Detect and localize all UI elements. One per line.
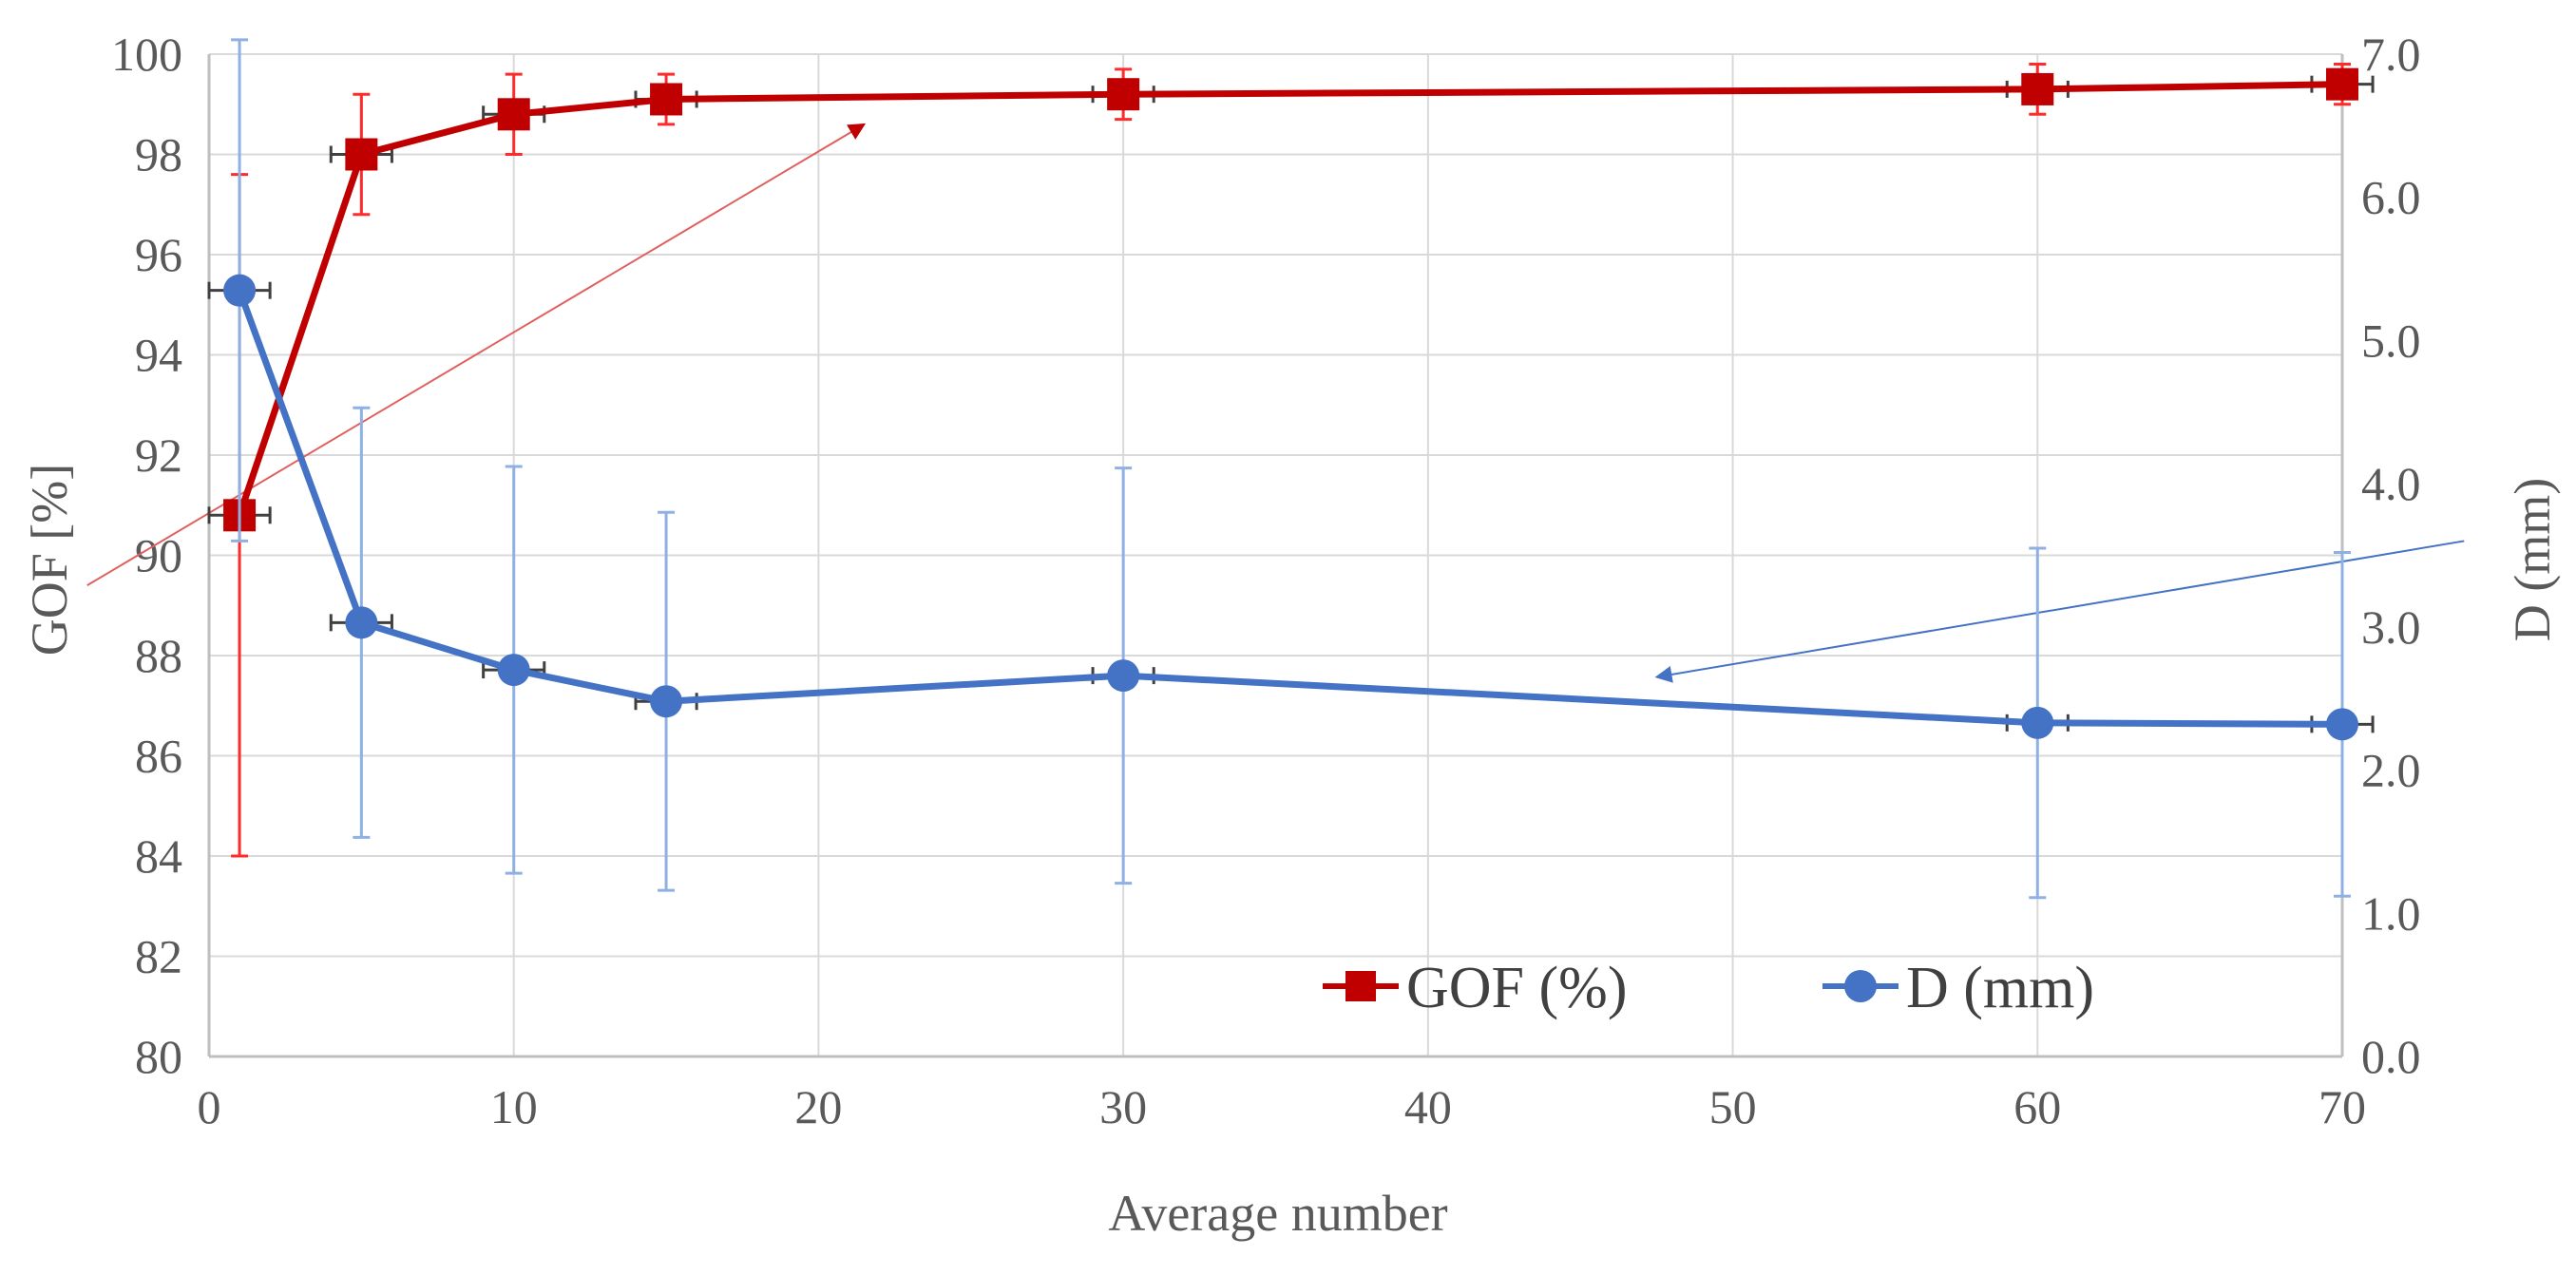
y-tick-label: 96 [135,228,182,281]
data-point [1107,659,1140,693]
x-tick-label: 0 [198,1080,221,1133]
y-tick-label: 98 [135,128,182,181]
data-point [2021,706,2054,739]
y-tick-label: 88 [135,629,182,682]
y-tick-label: 84 [135,829,182,883]
data-point [2326,708,2358,741]
y-tick-label: 80 [135,1030,182,1083]
data-point [650,685,683,718]
x-tick-label: 20 [794,1080,842,1133]
series-d [207,38,2375,900]
series-gof [207,63,2375,858]
y-tick-label: 94 [135,329,182,382]
x-tick-label: 10 [490,1080,538,1133]
y2-tick-label: 5.0 [2361,314,2421,367]
y2-tick-label: 4.0 [2361,457,2421,510]
gridlines [208,53,2343,1057]
data-point [2021,72,2054,105]
y2-tick-label: 1.0 [2361,886,2421,940]
annotation-arrow [1654,540,2465,683]
y2-tick-label: 7.0 [2361,28,2421,81]
y-tick-label: 92 [135,428,182,482]
data-point [497,654,530,687]
series-line [236,81,2343,517]
y2-tick-label: 3.0 [2361,600,2421,654]
y-tick-label: 86 [135,730,182,783]
y2-tick-label: 2.0 [2361,744,2421,797]
x-tick-label: 70 [2318,1080,2366,1133]
legend-d-label: D (mm) [1906,956,2094,1020]
annotation-arrow [86,123,867,587]
y-tick-label: 100 [111,28,182,81]
y2-axis-title: D (mm) [2504,478,2561,641]
x-tick-label: 40 [1404,1080,1452,1133]
legend: GOF (%) D (mm) [1323,956,2094,1020]
data-point [2326,67,2358,101]
y2-tick-label: 6.0 [2361,171,2421,224]
y-tick-label: 82 [135,930,182,983]
y2-tick-label: 0.0 [2361,1030,2421,1083]
data-point [223,274,257,307]
data-point [345,606,378,639]
x-axis-title: Average number [1108,1185,1447,1242]
data-point [1107,78,1140,111]
x-tick-label: 30 [1099,1080,1147,1133]
data-point [345,138,378,171]
legend-d-marker [1844,970,1877,1002]
x-tick-label: 50 [1709,1080,1757,1133]
annotations [86,123,2465,683]
x-tick-label: 60 [2013,1080,2061,1133]
series [207,38,2375,900]
y-tick-label: 90 [135,529,182,582]
data-point [497,98,530,131]
data-point [650,83,683,116]
legend-gof-marker [1345,971,1376,1001]
y-axis-title: GOF [%] [21,464,78,656]
axes: 0 10 20 30 40 50 60 70 80 82 84 86 88 90 92 94 96 98 100 0.… [111,28,2421,1133]
legend-gof-label: GOF (%) [1406,956,1627,1020]
